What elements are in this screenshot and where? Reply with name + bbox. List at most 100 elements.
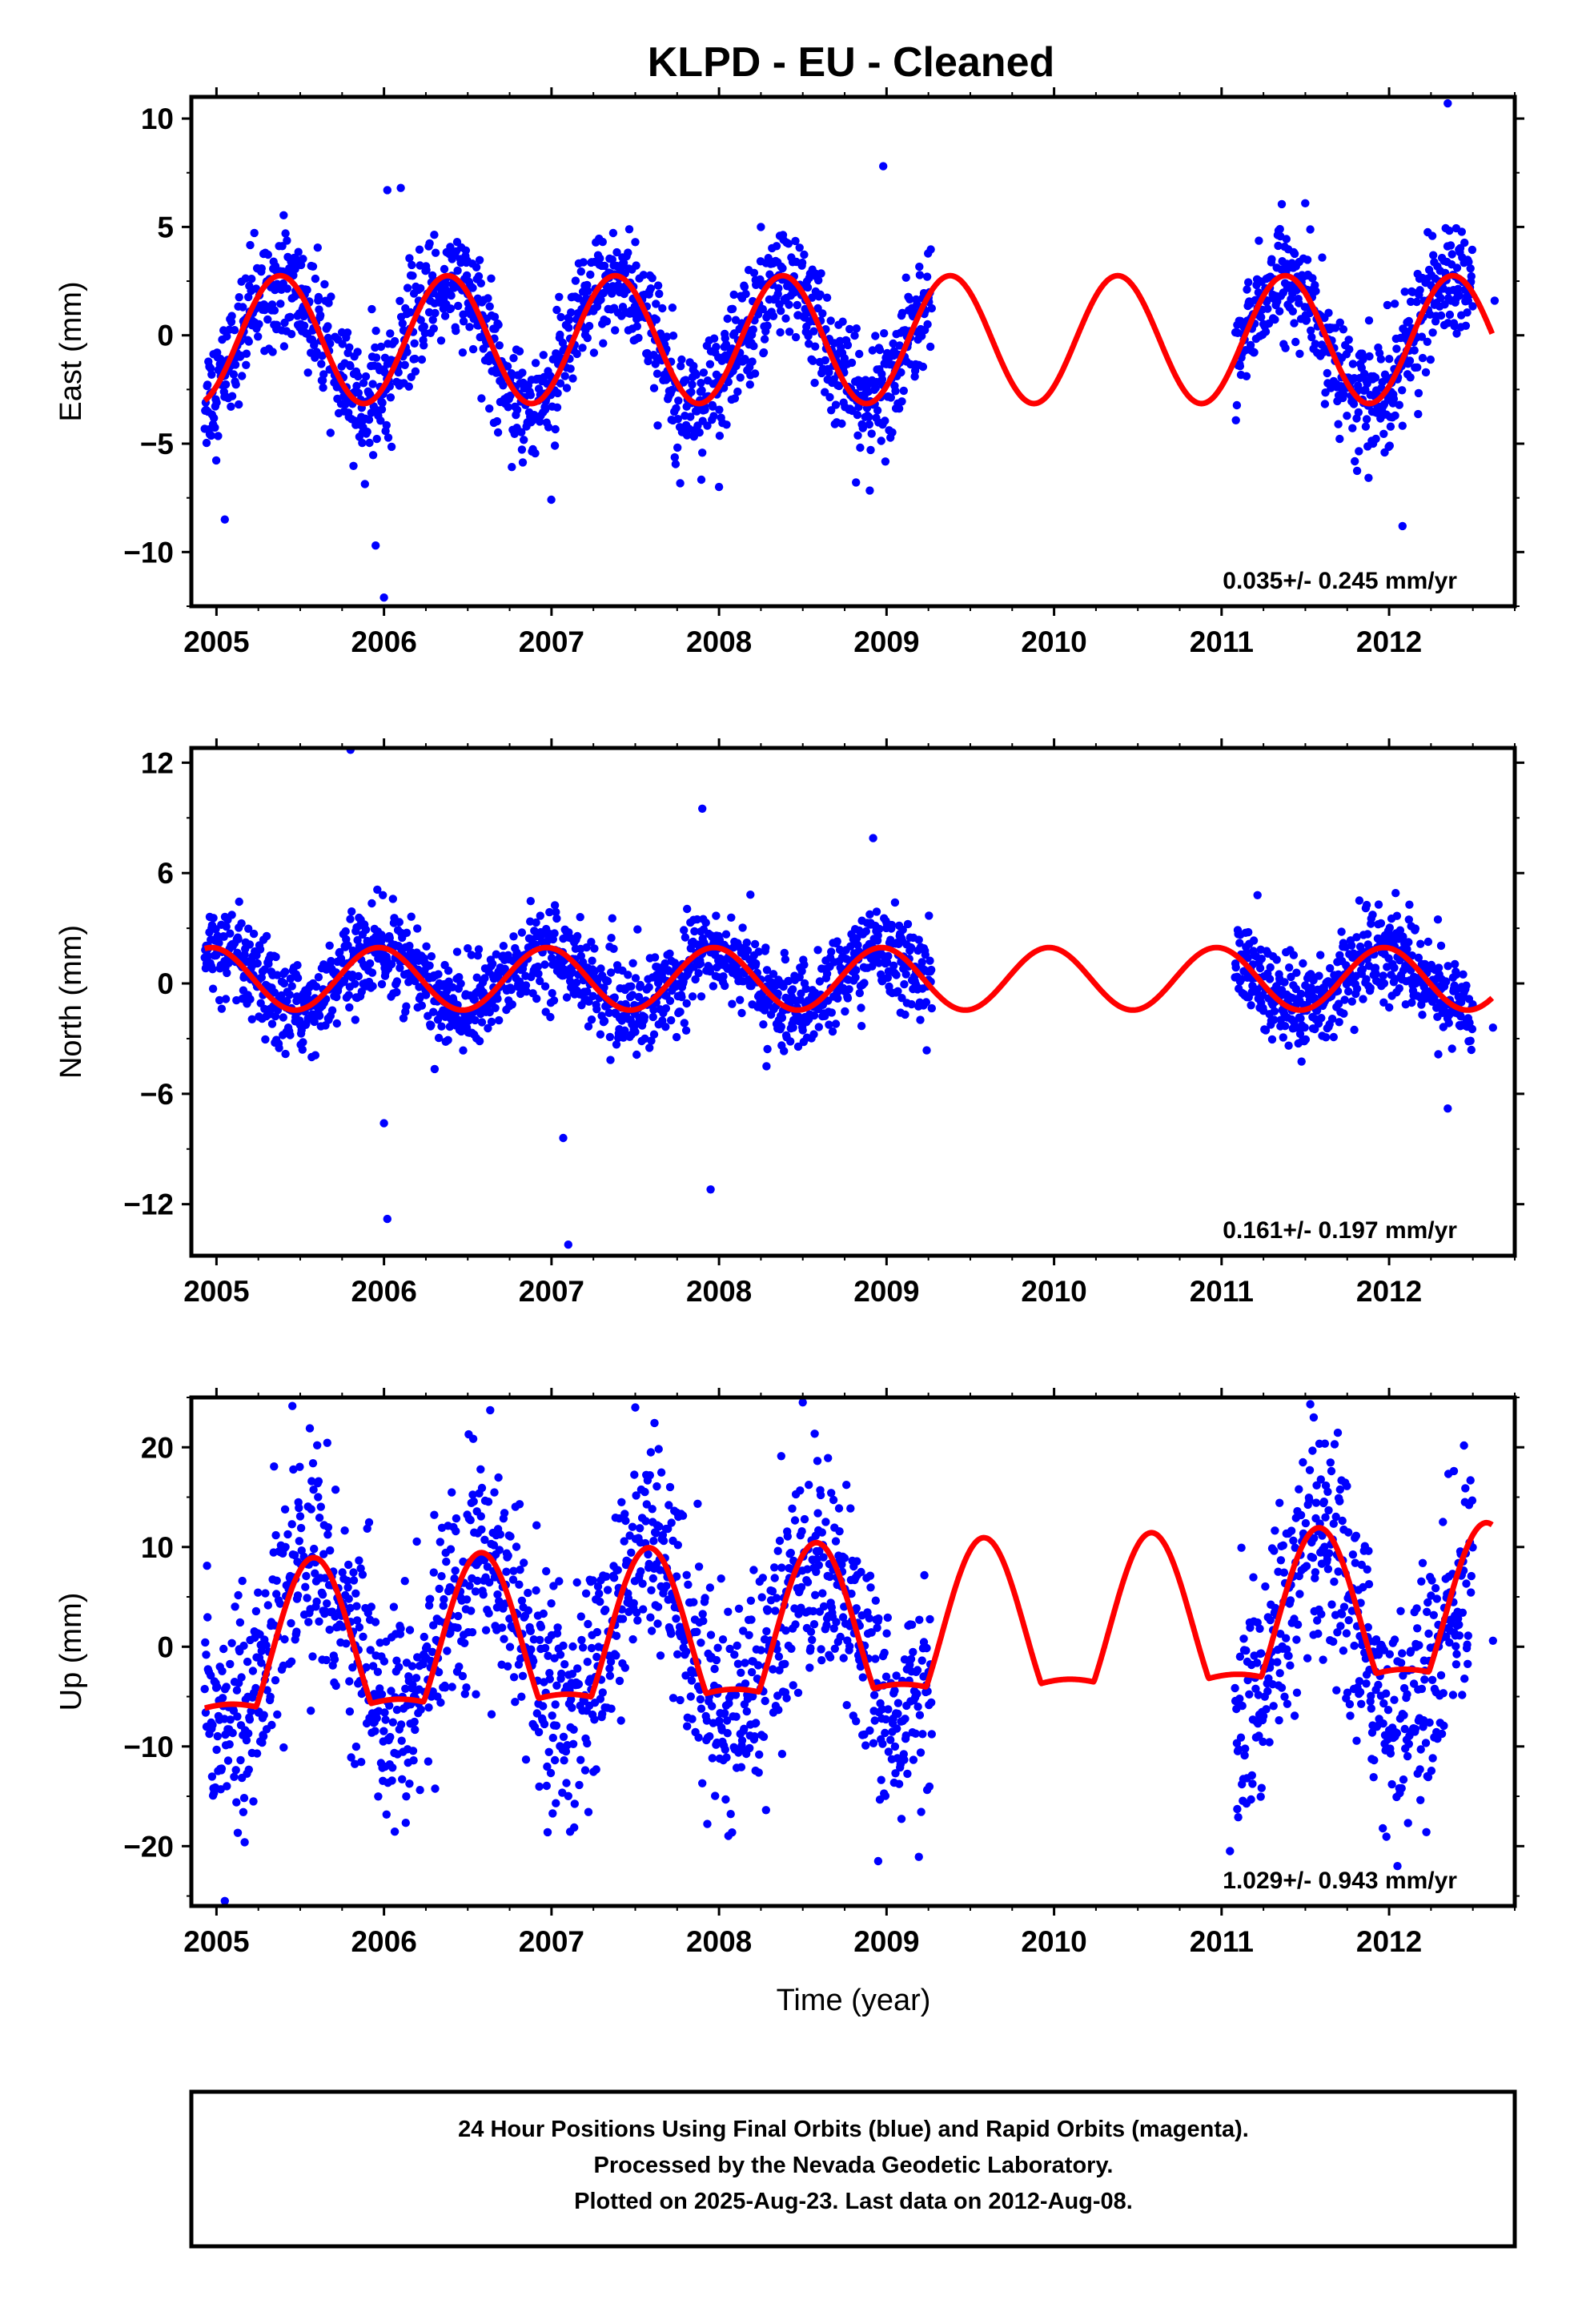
data-point — [517, 428, 526, 436]
data-point — [1327, 1015, 1337, 1023]
data-point — [1452, 263, 1462, 272]
data-point — [400, 360, 409, 369]
data-point — [1290, 249, 1299, 259]
data-point — [416, 1786, 424, 1795]
data-point — [845, 985, 853, 994]
data-point — [484, 294, 492, 303]
data-point — [202, 1651, 211, 1659]
outlier-point — [564, 1240, 572, 1249]
data-point — [535, 1782, 544, 1791]
data-point — [827, 1489, 836, 1498]
data-point — [653, 1602, 663, 1611]
data-point — [871, 332, 880, 340]
data-point — [540, 405, 550, 414]
data-point — [698, 1779, 707, 1787]
data-point — [907, 999, 916, 1009]
data-point — [817, 269, 825, 278]
data-point — [880, 329, 889, 338]
data-point — [681, 933, 690, 942]
data-point — [502, 1567, 511, 1576]
data-point — [730, 394, 740, 403]
data-point — [434, 1033, 444, 1043]
data-point — [467, 951, 476, 959]
data-point — [254, 332, 263, 341]
data-point — [440, 1006, 449, 1015]
outlier-point — [1398, 521, 1407, 531]
data-point — [647, 1036, 656, 1045]
data-point — [207, 370, 216, 379]
data-point — [392, 1705, 402, 1715]
data-point — [587, 1643, 596, 1653]
data-point — [809, 327, 818, 336]
data-point — [632, 1491, 640, 1500]
data-point — [281, 1542, 290, 1552]
data-point — [1379, 971, 1387, 980]
data-point — [1414, 953, 1423, 963]
data-point — [477, 394, 486, 403]
data-point — [521, 1755, 531, 1764]
data-point — [396, 963, 404, 972]
data-point — [809, 1030, 818, 1039]
data-point — [672, 1614, 681, 1623]
data-point — [705, 967, 715, 976]
data-point — [481, 1626, 491, 1634]
data-point — [760, 335, 769, 344]
data-point — [572, 349, 581, 359]
data-point — [552, 1721, 561, 1730]
data-point — [655, 1522, 664, 1531]
data-point — [1300, 1023, 1309, 1032]
data-point — [633, 925, 642, 934]
data-point — [593, 1582, 603, 1591]
data-point — [834, 381, 844, 391]
data-point — [761, 943, 770, 952]
data-point — [1385, 355, 1394, 364]
data-point — [598, 1710, 607, 1719]
data-point — [494, 320, 503, 329]
data-point — [665, 1501, 673, 1510]
data-point — [1295, 299, 1303, 308]
data-point — [226, 1715, 235, 1724]
data-point — [540, 372, 548, 382]
data-point — [746, 1596, 756, 1606]
data-point — [865, 412, 873, 421]
data-point — [534, 969, 543, 979]
data-point — [368, 451, 378, 460]
data-point — [552, 1799, 560, 1807]
data-point — [741, 356, 750, 364]
data-point — [543, 1762, 552, 1771]
data-point — [439, 1601, 448, 1610]
data-point — [1407, 998, 1416, 1007]
data-point — [797, 258, 807, 267]
data-point — [914, 935, 923, 944]
data-point — [718, 1635, 728, 1644]
data-point — [644, 983, 653, 991]
data-point — [861, 927, 871, 936]
data-point — [743, 946, 753, 955]
data-point — [492, 416, 502, 426]
data-point — [244, 337, 253, 346]
data-point — [573, 931, 582, 941]
data-point — [429, 324, 438, 333]
data-point — [815, 1546, 824, 1556]
data-point — [898, 925, 907, 935]
data-point — [649, 1537, 658, 1546]
data-point — [444, 966, 453, 975]
data-point — [640, 1034, 649, 1043]
data-point — [543, 1827, 552, 1837]
data-point — [520, 436, 528, 444]
data-point — [1352, 984, 1362, 993]
data-point — [705, 1732, 714, 1741]
data-point — [410, 339, 419, 348]
data-point — [1385, 441, 1395, 450]
data-point — [1250, 348, 1259, 357]
data-point — [426, 1594, 435, 1603]
data-point — [239, 1641, 248, 1651]
data-point — [925, 911, 934, 920]
data-point — [1334, 970, 1343, 979]
data-point — [721, 340, 731, 349]
data-point — [1391, 975, 1399, 983]
data-point — [572, 1578, 581, 1587]
outlier-point — [383, 186, 391, 195]
data-point — [572, 978, 581, 987]
data-point — [1301, 199, 1310, 207]
